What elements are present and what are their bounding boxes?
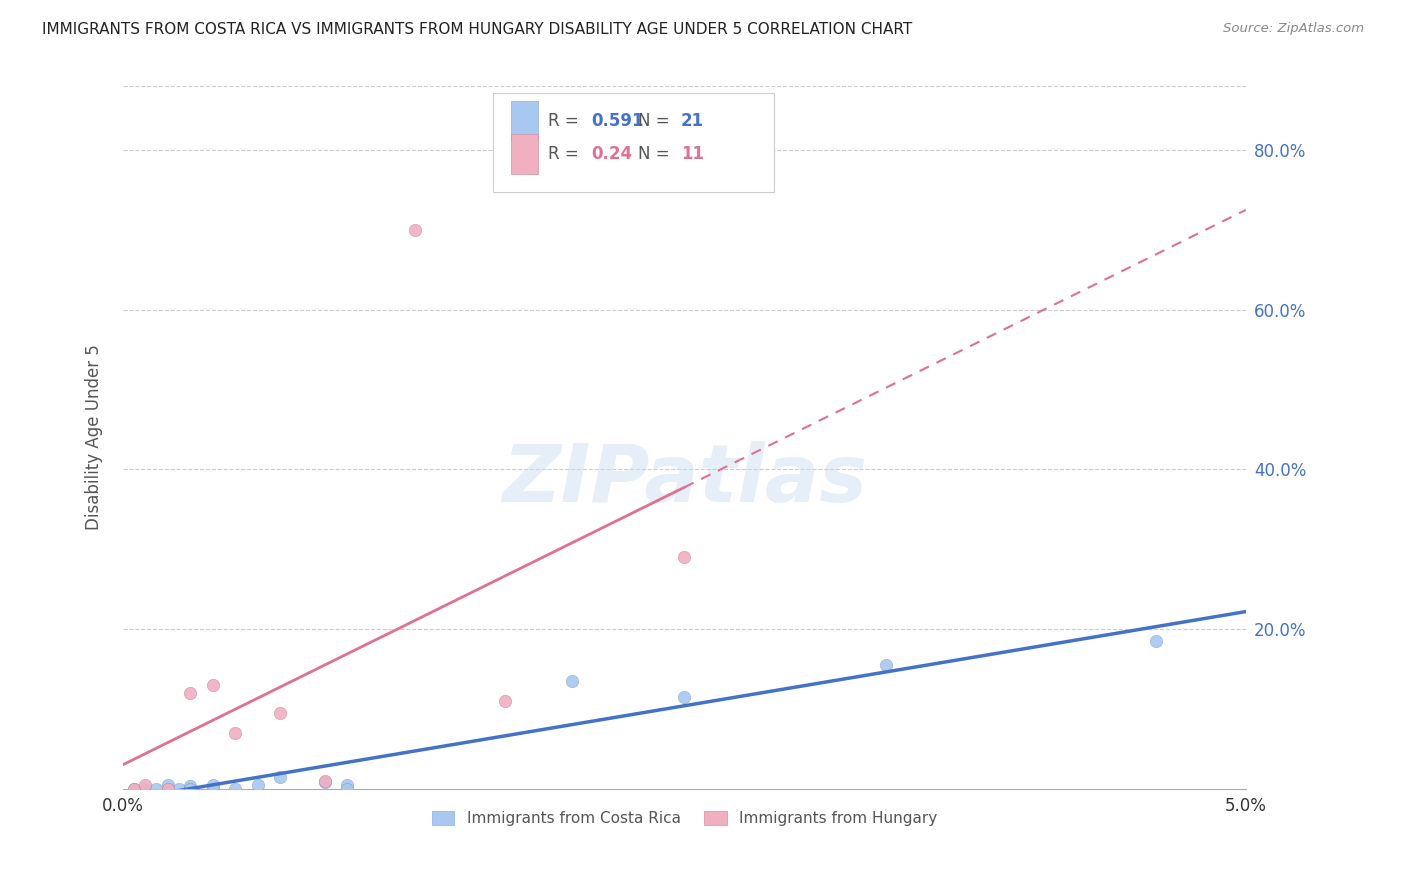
Text: IMMIGRANTS FROM COSTA RICA VS IMMIGRANTS FROM HUNGARY DISABILITY AGE UNDER 5 COR: IMMIGRANTS FROM COSTA RICA VS IMMIGRANTS… <box>42 22 912 37</box>
Point <box>336 778 359 792</box>
Text: 0.591: 0.591 <box>591 112 644 130</box>
Point <box>224 781 246 796</box>
Text: 11: 11 <box>681 145 704 163</box>
FancyBboxPatch shape <box>494 94 775 192</box>
Point <box>875 657 897 672</box>
Point <box>179 779 201 793</box>
Point <box>314 775 336 789</box>
Point <box>1144 634 1167 648</box>
Point <box>122 781 145 796</box>
Point <box>156 781 179 796</box>
FancyBboxPatch shape <box>512 135 538 175</box>
Point <box>673 690 696 704</box>
Point <box>404 223 426 237</box>
Text: N =: N = <box>638 112 675 130</box>
Text: N =: N = <box>638 145 675 163</box>
Point <box>179 781 201 796</box>
Point <box>201 781 224 796</box>
Point <box>494 694 516 708</box>
Point <box>145 781 167 796</box>
Point <box>134 778 156 792</box>
Y-axis label: Disability Age Under 5: Disability Age Under 5 <box>86 344 103 531</box>
Point <box>201 778 224 792</box>
Point <box>201 678 224 692</box>
Point <box>167 781 190 796</box>
Text: ZIPatlas: ZIPatlas <box>502 441 866 518</box>
Point <box>179 686 201 700</box>
Point <box>122 781 145 796</box>
Point <box>673 550 696 565</box>
Point <box>561 673 583 688</box>
FancyBboxPatch shape <box>512 102 538 142</box>
Point <box>134 781 156 796</box>
Text: R =: R = <box>548 145 585 163</box>
Text: 21: 21 <box>681 112 704 130</box>
Text: 0.24: 0.24 <box>591 145 633 163</box>
Point <box>224 725 246 739</box>
Text: R =: R = <box>548 112 585 130</box>
Point <box>246 778 269 792</box>
Text: Source: ZipAtlas.com: Source: ZipAtlas.com <box>1223 22 1364 36</box>
Point <box>269 770 291 784</box>
Point <box>156 781 179 796</box>
Point <box>269 706 291 720</box>
Point <box>179 781 201 796</box>
Point <box>314 773 336 788</box>
Point <box>336 781 359 796</box>
Point <box>156 778 179 792</box>
Legend: Immigrants from Costa Rica, Immigrants from Hungary: Immigrants from Costa Rica, Immigrants f… <box>425 803 945 833</box>
